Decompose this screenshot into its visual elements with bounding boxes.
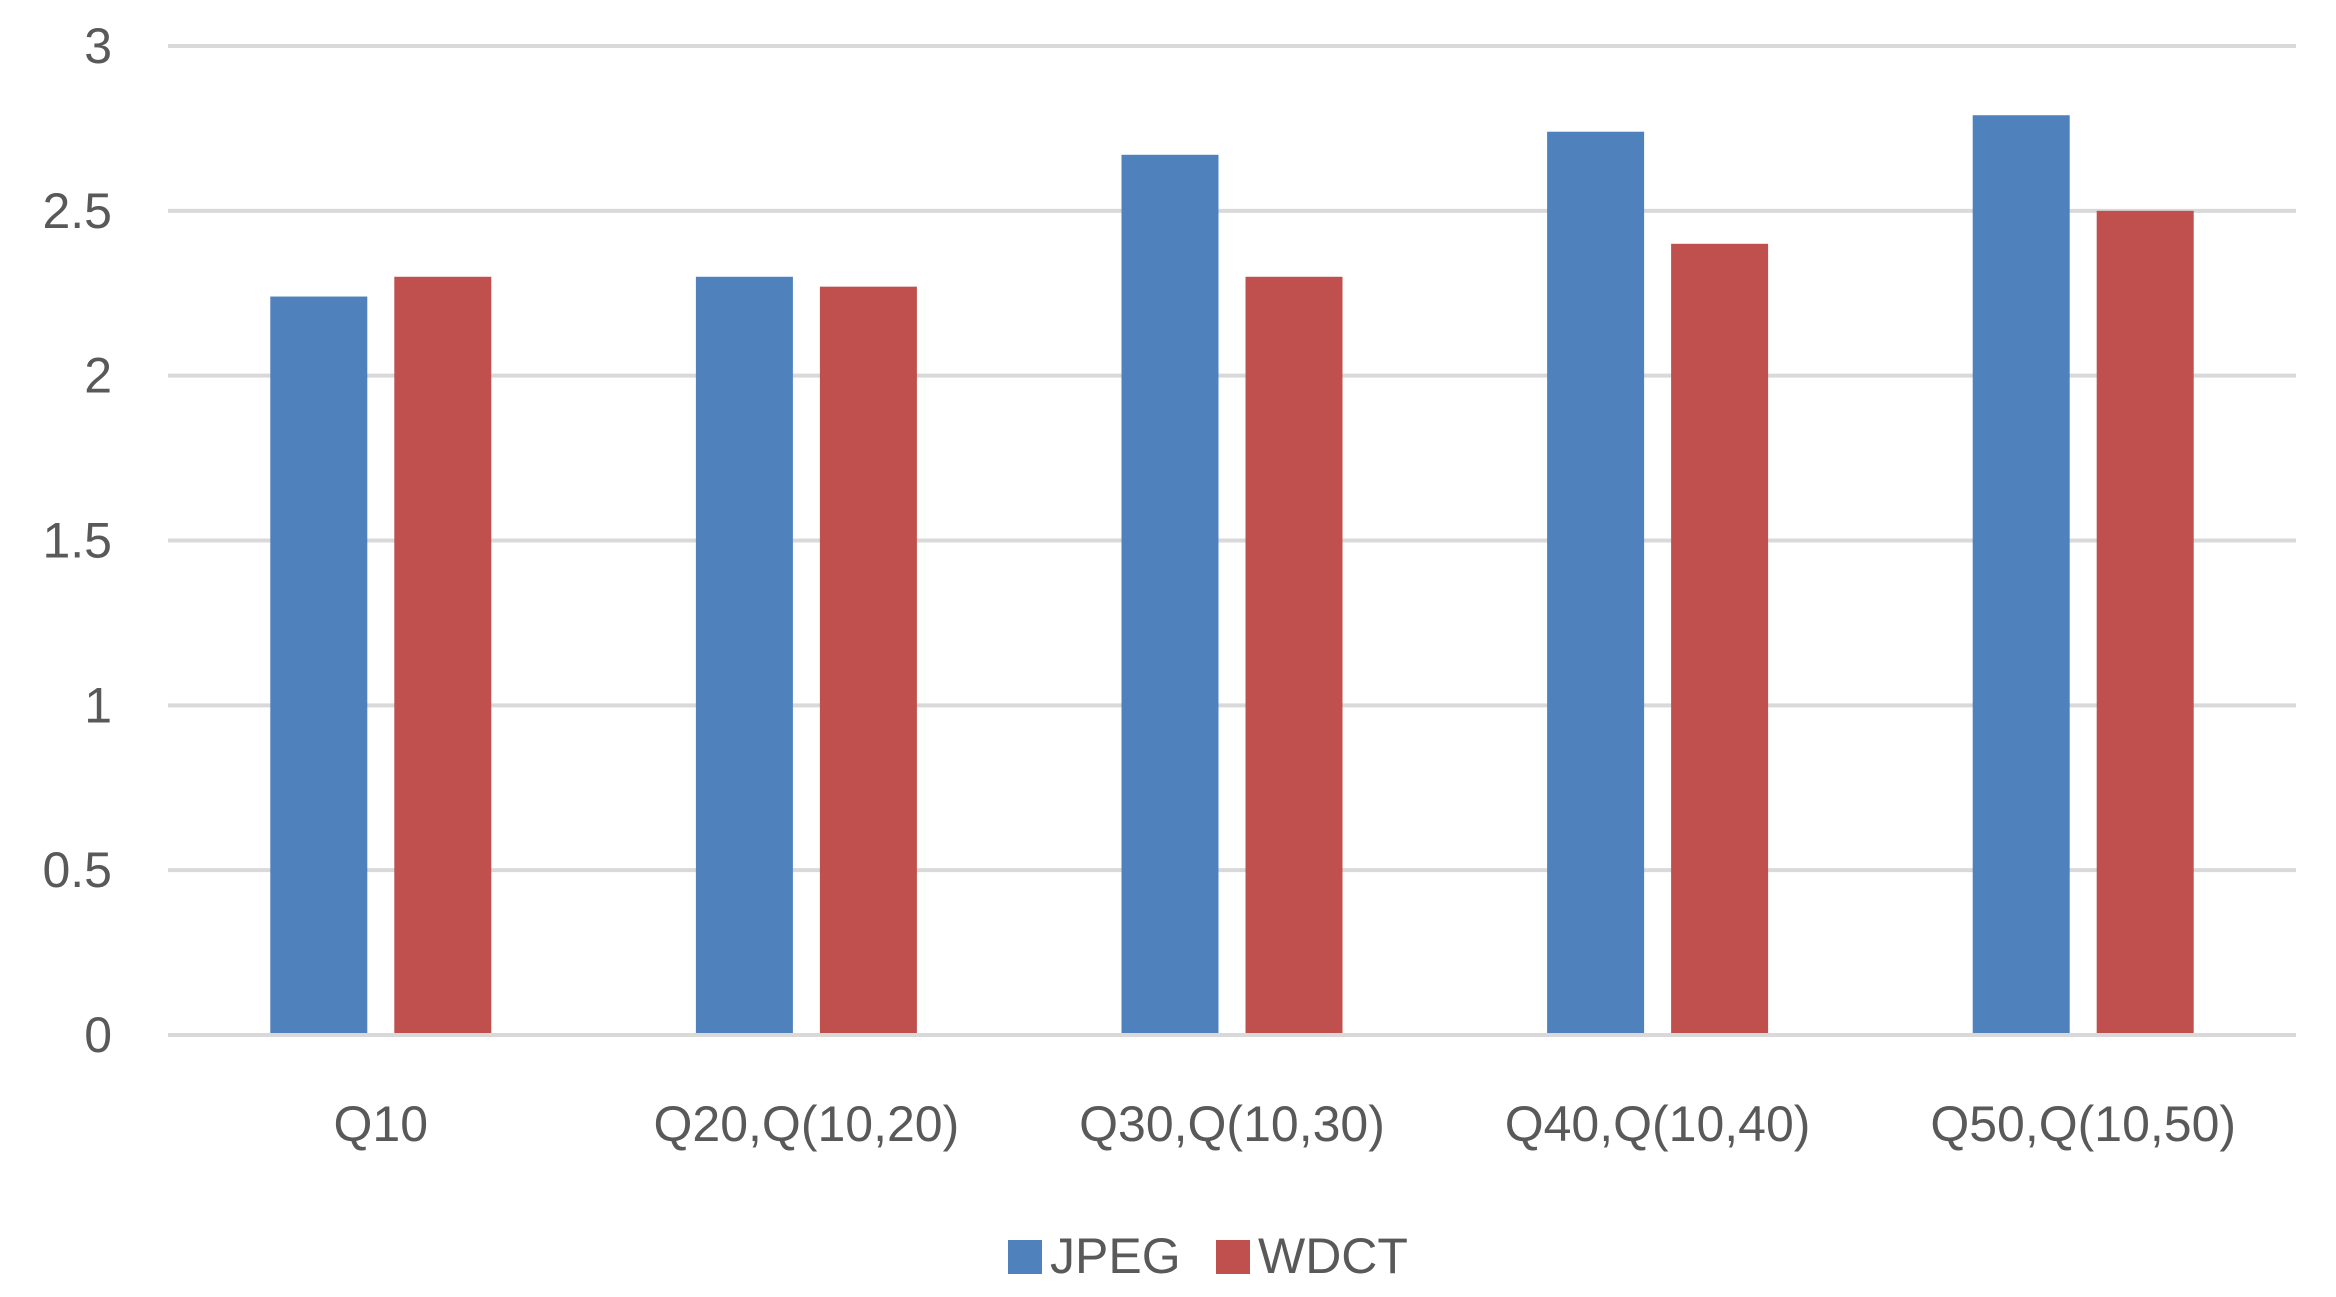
legend: JPEG WDCT <box>1008 1228 1408 1284</box>
y-axis-tick-labels: 0 0.5 1 1.5 2 2.5 3 <box>42 18 112 1063</box>
x-tick-label: Q10 <box>334 1096 429 1152</box>
legend-label-wdct: WDCT <box>1258 1228 1408 1284</box>
bars <box>168 115 2296 1037</box>
y-tick-label: 3 <box>84 18 112 74</box>
bar-jpeg-4 <box>1547 131 1645 1036</box>
bar-wdct-1 <box>394 276 492 1035</box>
legend-swatch-jpeg <box>1008 1240 1042 1274</box>
y-tick-label: 2.5 <box>42 183 112 239</box>
bar-wdct-3 <box>1245 276 1343 1035</box>
bar-jpeg-1 <box>270 296 368 1036</box>
x-tick-label: Q50,Q(10,50) <box>1930 1096 2236 1152</box>
y-tick-label: 0 <box>84 1007 112 1063</box>
y-tick-label: 2 <box>84 348 112 404</box>
y-tick-label: 1 <box>84 677 112 733</box>
x-tick-label: Q20,Q(10,20) <box>654 1096 960 1152</box>
x-axis-tick-labels: Q10 Q20,Q(10,20) Q30,Q(10,30) Q40,Q(10,40) Q… <box>334 1096 2237 1152</box>
bar-wdct-5 <box>2096 210 2194 1036</box>
x-tick-label: Q40,Q(10,40) <box>1505 1096 1811 1152</box>
bar-jpeg-2 <box>695 276 793 1035</box>
gridlines <box>168 44 2296 1037</box>
bar-wdct-2 <box>819 286 917 1035</box>
bar-jpeg-3 <box>1121 154 1219 1036</box>
x-tick-label: Q30,Q(10,30) <box>1079 1096 1385 1152</box>
bar-jpeg-5 <box>1972 115 2070 1036</box>
y-tick-label: 1.5 <box>42 513 112 569</box>
y-tick-label: 0.5 <box>42 842 112 898</box>
legend-label-jpeg: JPEG <box>1050 1228 1181 1284</box>
legend-swatch-wdct <box>1216 1240 1250 1274</box>
bar-wdct-4 <box>1671 243 1769 1036</box>
